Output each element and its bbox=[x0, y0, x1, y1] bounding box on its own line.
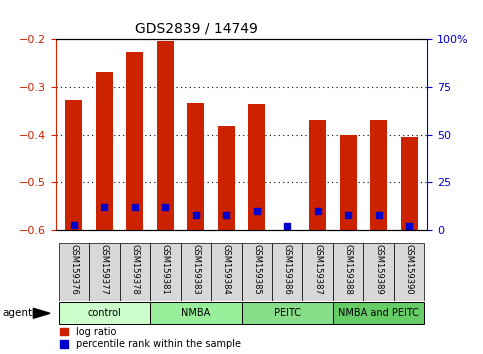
FancyBboxPatch shape bbox=[150, 243, 181, 301]
Text: GDS2839 / 14749: GDS2839 / 14749 bbox=[135, 21, 258, 35]
FancyBboxPatch shape bbox=[272, 243, 302, 301]
Point bbox=[314, 208, 322, 214]
Text: GSM159389: GSM159389 bbox=[374, 244, 383, 295]
Text: GSM159386: GSM159386 bbox=[283, 244, 292, 295]
Text: GSM159376: GSM159376 bbox=[70, 244, 78, 295]
Text: NMBA: NMBA bbox=[181, 308, 211, 318]
FancyBboxPatch shape bbox=[58, 243, 89, 301]
Point bbox=[405, 223, 413, 229]
Text: GSM159377: GSM159377 bbox=[100, 244, 109, 295]
Text: GSM159390: GSM159390 bbox=[405, 244, 413, 295]
Point bbox=[192, 212, 199, 218]
Bar bbox=[218, 126, 235, 230]
FancyBboxPatch shape bbox=[242, 243, 272, 301]
Text: NMBA and PEITC: NMBA and PEITC bbox=[338, 308, 419, 318]
Bar bbox=[340, 135, 356, 230]
FancyBboxPatch shape bbox=[120, 243, 150, 301]
Bar bbox=[309, 120, 326, 230]
FancyBboxPatch shape bbox=[302, 243, 333, 301]
Text: GSM159388: GSM159388 bbox=[344, 244, 353, 295]
Text: GSM159387: GSM159387 bbox=[313, 244, 322, 295]
Polygon shape bbox=[33, 308, 50, 318]
FancyBboxPatch shape bbox=[89, 243, 120, 301]
Bar bbox=[157, 41, 174, 230]
Point bbox=[131, 204, 139, 210]
Text: GSM159385: GSM159385 bbox=[252, 244, 261, 295]
Legend: log ratio, percentile rank within the sample: log ratio, percentile rank within the sa… bbox=[60, 327, 241, 349]
FancyBboxPatch shape bbox=[150, 302, 242, 324]
Bar bbox=[127, 52, 143, 230]
Text: GSM159381: GSM159381 bbox=[161, 244, 170, 295]
FancyBboxPatch shape bbox=[242, 302, 333, 324]
FancyBboxPatch shape bbox=[394, 243, 425, 301]
Point bbox=[284, 223, 291, 229]
FancyBboxPatch shape bbox=[58, 302, 150, 324]
Point bbox=[100, 204, 108, 210]
Text: GSM159378: GSM159378 bbox=[130, 244, 139, 295]
FancyBboxPatch shape bbox=[211, 243, 242, 301]
Text: GSM159384: GSM159384 bbox=[222, 244, 231, 295]
Text: GSM159383: GSM159383 bbox=[191, 244, 200, 295]
FancyBboxPatch shape bbox=[333, 243, 363, 301]
FancyBboxPatch shape bbox=[333, 302, 425, 324]
Bar bbox=[370, 120, 387, 230]
Text: control: control bbox=[87, 308, 121, 318]
Point bbox=[253, 208, 261, 214]
Bar bbox=[187, 103, 204, 230]
Bar bbox=[248, 104, 265, 230]
Text: PEITC: PEITC bbox=[274, 308, 301, 318]
Text: agent: agent bbox=[2, 308, 32, 318]
Point bbox=[70, 222, 78, 228]
Bar bbox=[401, 137, 417, 230]
FancyBboxPatch shape bbox=[181, 243, 211, 301]
Point bbox=[375, 212, 383, 218]
Point bbox=[344, 212, 352, 218]
Bar bbox=[66, 100, 82, 230]
Point bbox=[161, 204, 169, 210]
Bar bbox=[96, 72, 113, 230]
FancyBboxPatch shape bbox=[363, 243, 394, 301]
Point bbox=[222, 212, 230, 218]
